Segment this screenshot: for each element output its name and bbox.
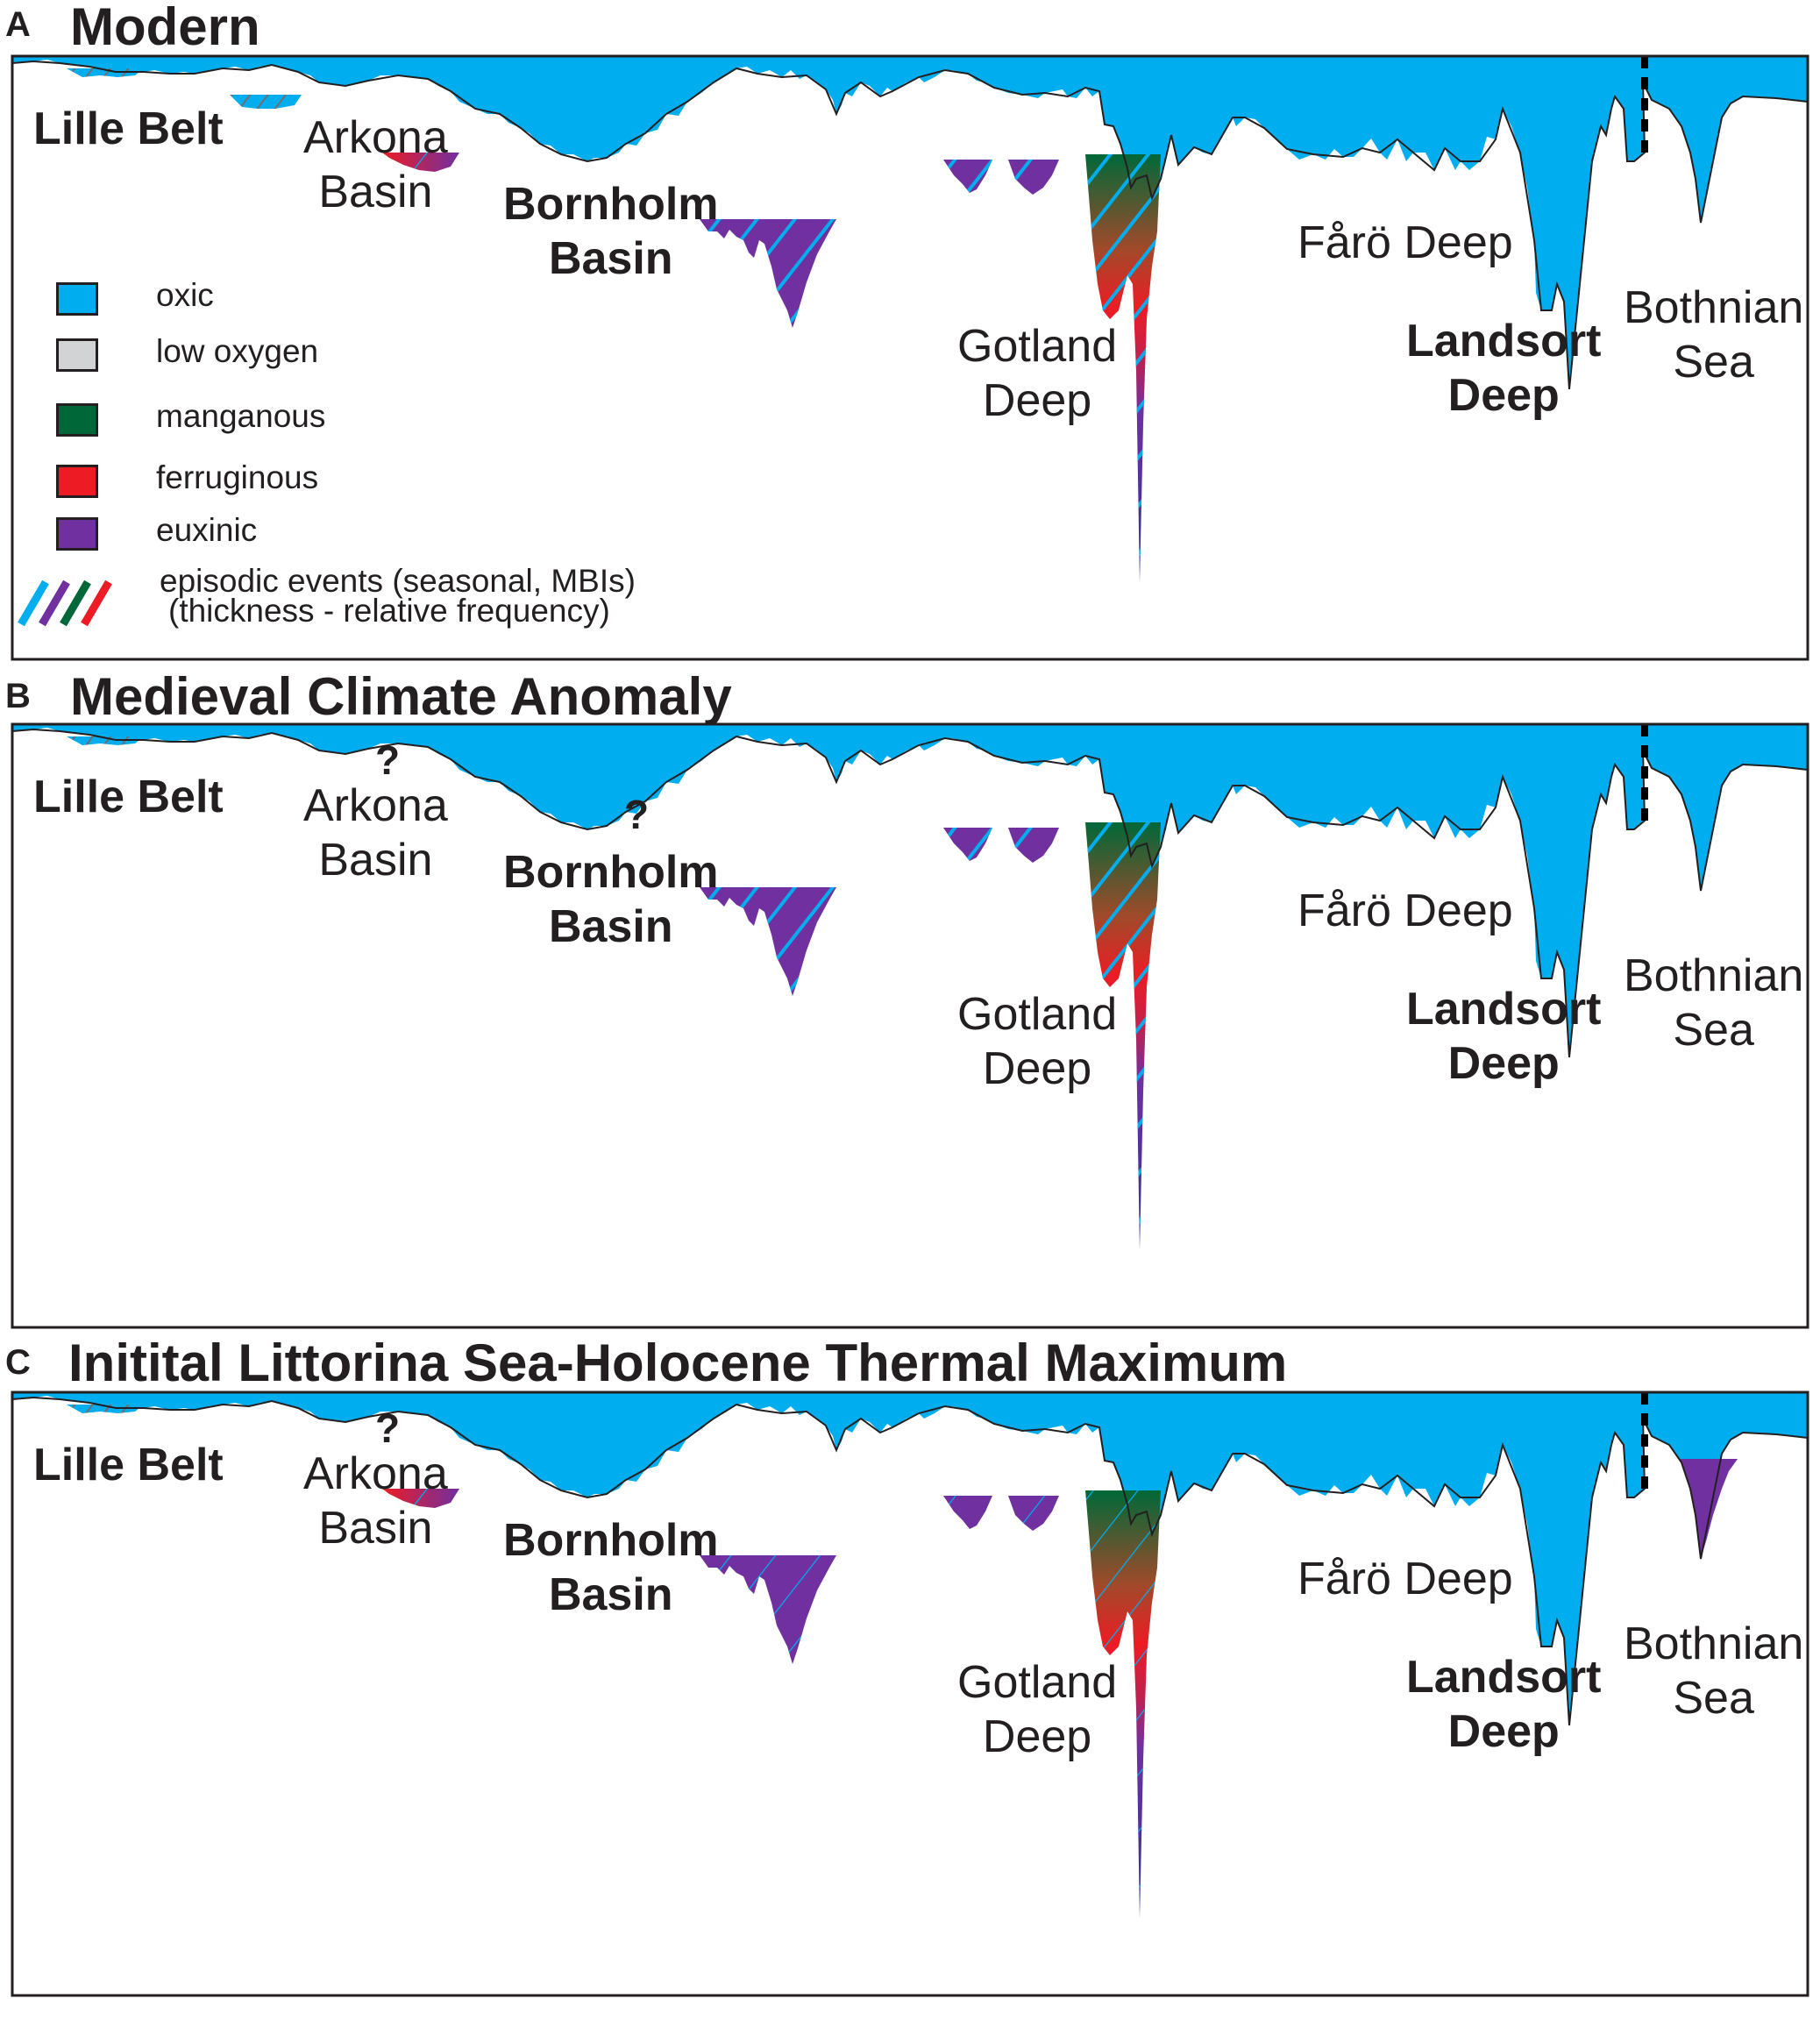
legend-swatch-euxinic bbox=[56, 517, 98, 551]
label-landsort-deep: Landsort Deep bbox=[1406, 316, 1602, 421]
oxic-water bbox=[12, 56, 1808, 389]
legend-label-euxinic: euxinic bbox=[156, 512, 258, 548]
lille-belt-episodic bbox=[67, 68, 144, 77]
panel-c: ? Lille Belt Arkona Basin Bornholm Basin G… bbox=[11, 1391, 1809, 1997]
oxic-water bbox=[12, 1392, 1808, 1725]
panel-c-title: Initital Littorina Sea-Holocene Thermal … bbox=[68, 1334, 1288, 1392]
bothnian-euxinic bbox=[1680, 1459, 1738, 1559]
legend-label-episodic-1: episodic events (seasonal, MBIs) bbox=[160, 563, 636, 599]
legend-swatch-manganous bbox=[56, 403, 98, 437]
legend-swatch-low-oxygen bbox=[56, 338, 98, 372]
legend-label-manganous: manganous bbox=[156, 398, 326, 434]
label-lille-belt: Lille Belt bbox=[33, 103, 224, 154]
panel-b: ? ? Lille Belt Arkona Basin Bornholm Basin… bbox=[11, 722, 1809, 1329]
label-gotland-deep: Gotland Deep bbox=[957, 1657, 1118, 1762]
arkona-episodic bbox=[230, 95, 302, 109]
question-mark-arkona: ? bbox=[375, 737, 401, 783]
panel-a-profile bbox=[11, 54, 1809, 661]
legend-episodic-stripes-icon bbox=[18, 580, 112, 627]
panel-a: Lille Belt Arkona Basin Bornholm Basin Got… bbox=[11, 54, 1809, 661]
label-bornholm-basin: Bornholm Basin bbox=[503, 847, 719, 952]
legend-label-low-oxygen: low oxygen bbox=[156, 333, 319, 369]
label-faro-deep: Fårö Deep bbox=[1297, 217, 1513, 268]
question-mark-arkona: ? bbox=[375, 1405, 401, 1451]
label-arkona-basin: Arkona Basin bbox=[303, 780, 448, 886]
question-mark-bornholm: ? bbox=[624, 792, 650, 837]
label-faro-deep: Fårö Deep bbox=[1297, 886, 1513, 936]
label-bornholm-basin: Bornholm Basin bbox=[503, 179, 719, 284]
legend-label-oxic: oxic bbox=[156, 277, 214, 313]
label-gotland-deep: Gotland Deep bbox=[957, 989, 1118, 1094]
legend-label-ferruginous: ferruginous bbox=[156, 459, 319, 495]
label-arkona-basin: Arkona Basin bbox=[303, 1448, 448, 1554]
panel-c-profile bbox=[11, 1391, 1809, 1997]
oxic-water bbox=[12, 724, 1808, 1057]
legend-swatch-ferruginous bbox=[56, 465, 98, 498]
label-bothnian-sea: Bothnian Sea bbox=[1624, 950, 1804, 1056]
legend-swatch-oxic bbox=[56, 282, 98, 316]
panel-b-title: Medieval Climate Anomaly bbox=[70, 667, 732, 726]
panel-c-letter: C bbox=[5, 1343, 31, 1382]
label-gotland-deep: Gotland Deep bbox=[957, 321, 1118, 426]
label-arkona-basin: Arkona Basin bbox=[303, 112, 448, 217]
panel-a-title: Modern bbox=[70, 0, 260, 56]
label-landsort-deep: Landsort Deep bbox=[1406, 984, 1602, 1089]
label-faro-deep: Fårö Deep bbox=[1297, 1554, 1513, 1604]
label-bornholm-basin: Bornholm Basin bbox=[503, 1515, 719, 1620]
label-bothnian-sea: Bothnian Sea bbox=[1624, 1618, 1804, 1724]
label-lille-belt: Lille Belt bbox=[33, 1440, 224, 1490]
label-landsort-deep: Landsort Deep bbox=[1406, 1652, 1602, 1757]
label-bothnian-sea: Bothnian Sea bbox=[1624, 282, 1804, 388]
legend-label-episodic-2: (thickness - relative frequency) bbox=[168, 593, 610, 629]
label-lille-belt: Lille Belt bbox=[33, 772, 224, 822]
panel-b-letter: B bbox=[5, 677, 31, 715]
panel-b-profile bbox=[11, 722, 1809, 1329]
panel-a-letter: A bbox=[5, 5, 31, 44]
